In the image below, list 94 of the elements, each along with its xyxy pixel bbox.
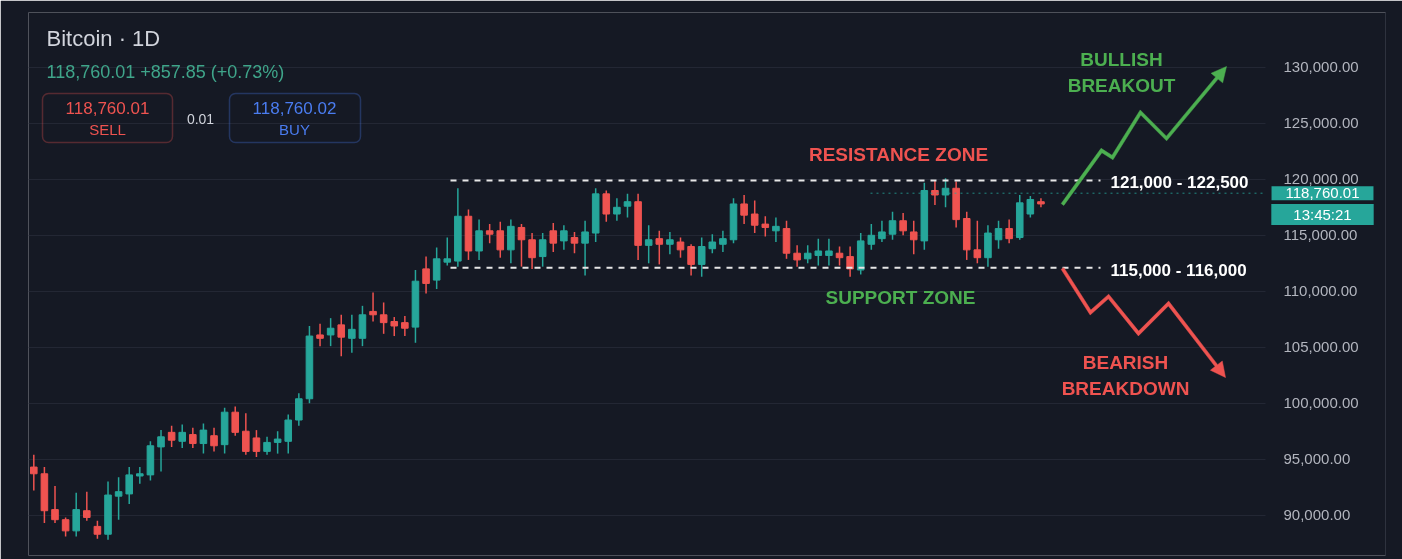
candlestick — [136, 466, 144, 485]
annotation: BULLISH BREAKOUT — [1067, 49, 1176, 96]
annotation: SUPPORT ZONE — [825, 287, 976, 308]
candlestick — [909, 219, 918, 256]
candlestick — [655, 230, 664, 266]
candlestick — [570, 231, 579, 254]
candlestick — [931, 179, 939, 206]
candlestick — [422, 255, 430, 295]
candlestick — [560, 224, 568, 251]
candlestick — [507, 218, 515, 265]
candlestick — [666, 231, 674, 256]
candlestick — [125, 466, 133, 505]
annotation: SELL — [89, 121, 126, 138]
candlestick — [61, 516, 70, 538]
annotation: 118,760.01 +857.85 (+0.73%) — [46, 61, 285, 82]
candlestick — [485, 223, 494, 244]
y-tick-label: 115,000.00 — [1283, 226, 1358, 244]
candlestick — [178, 423, 187, 449]
annotation: 118,760.01 — [65, 98, 150, 118]
candlestick — [51, 485, 59, 524]
candlestick — [878, 219, 886, 243]
annotation: BEARISH BREAKDOWN — [1061, 352, 1190, 399]
candlestick — [273, 430, 282, 455]
candlestick — [337, 314, 346, 357]
candlestick — [719, 230, 727, 253]
candlestick — [348, 314, 356, 354]
candlestick — [973, 219, 982, 265]
annotation: 13:45:21 — [1293, 206, 1352, 223]
candlestick — [114, 476, 123, 521]
candlestick — [761, 215, 770, 238]
candlestick — [326, 317, 335, 347]
candlestick — [72, 492, 80, 538]
candlestick — [189, 427, 197, 449]
candlestick — [613, 197, 621, 222]
annotation: 118,760.02 — [252, 98, 337, 118]
candlestick — [644, 224, 653, 265]
candlestick — [888, 211, 897, 241]
candlestick — [676, 236, 685, 259]
candlestick — [814, 237, 823, 267]
candlestick — [242, 412, 250, 456]
candlestick — [825, 237, 833, 267]
candlestick — [379, 301, 388, 335]
candlestick — [528, 232, 536, 270]
candlestick — [1026, 195, 1035, 219]
candlestick — [623, 193, 632, 219]
candlestick — [708, 233, 717, 254]
candlestick — [1005, 218, 1013, 244]
candlestick — [199, 422, 208, 455]
candlestick — [687, 243, 695, 277]
annotation: RESISTANCE ZONE — [808, 144, 989, 165]
y-tick-label: 130,000.00 — [1283, 58, 1359, 76]
candlestick — [358, 305, 367, 347]
annotation: 121,000 - 122,500 — [1110, 173, 1249, 192]
candlestick — [390, 316, 399, 337]
candlestick — [496, 221, 505, 259]
candlestick — [899, 212, 907, 237]
candlestick — [538, 232, 547, 268]
candlestick — [432, 246, 441, 290]
text: Bitcoin · 1D — [46, 26, 161, 51]
candlestick — [83, 490, 91, 522]
y-tick-label: 100,000.00 — [1283, 394, 1359, 412]
candlestick — [697, 236, 706, 278]
candlestick — [602, 189, 611, 223]
candlestick — [867, 223, 876, 251]
candlestick — [252, 429, 261, 458]
candlestick — [284, 413, 293, 455]
y-tick-label: 125,000.00 — [1283, 114, 1359, 132]
y-tick-label: 110,000.00 — [1283, 282, 1358, 300]
candlestick — [581, 219, 589, 277]
candlestick — [210, 427, 218, 453]
candlestick — [295, 392, 303, 427]
candlestick — [994, 219, 1003, 250]
y-tick-label: 105,000.00 — [1283, 338, 1359, 356]
y-tick-label: 95,000.00 — [1283, 450, 1351, 468]
candlestick — [846, 245, 854, 278]
candlestick — [750, 199, 759, 234]
candlestick — [517, 223, 526, 268]
candlestick — [740, 194, 748, 225]
candlestick — [167, 424, 176, 448]
candlestick — [549, 222, 558, 253]
candlestick — [772, 216, 780, 243]
candlestick — [793, 244, 801, 268]
candlestick — [443, 236, 452, 267]
annotation: BUY — [279, 121, 310, 138]
candlestick — [475, 218, 483, 261]
annotation: 0.01 — [186, 110, 215, 127]
candlestick — [30, 453, 38, 492]
candlestick — [401, 315, 409, 337]
candlestick — [157, 429, 165, 473]
annotation: 115,000 - 116,000 — [1110, 261, 1247, 280]
candlestick — [369, 291, 377, 323]
candlestick — [316, 323, 324, 347]
candlestick — [231, 405, 240, 437]
y-tick-label: 90,000.00 — [1283, 506, 1351, 524]
